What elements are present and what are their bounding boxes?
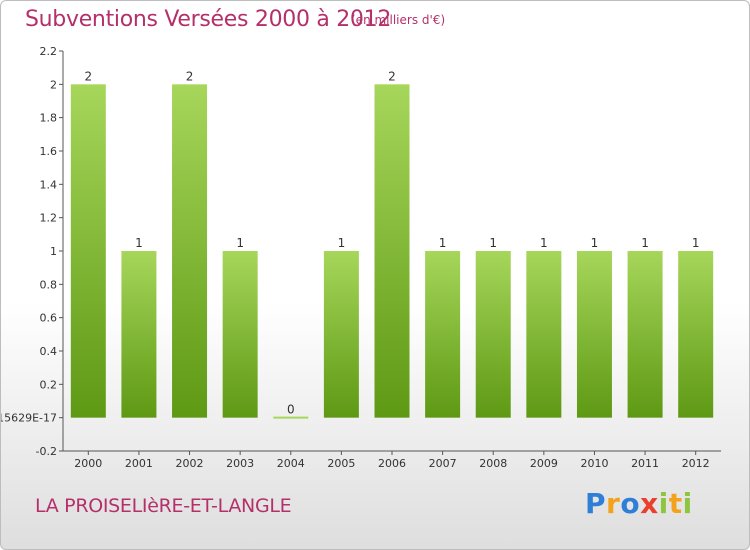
axes: 2.2 2 1.8 1.6 1.4 1.2 1 0.8 0.6 0.4 0.2 -1.15629E-1… (1, 45, 721, 458)
y-tick-label: 2.2 (40, 45, 58, 58)
bar-2001 (121, 251, 157, 418)
logo-letter: o (620, 487, 641, 520)
x-tick-label: 2003 (226, 457, 254, 470)
data-label: 1 (338, 236, 346, 250)
data-label: 1 (236, 236, 244, 250)
data-label: 1 (135, 236, 143, 250)
data-label: 2 (388, 69, 396, 83)
bar-2002 (172, 84, 208, 418)
data-label: 2 (186, 69, 194, 83)
bar-2009 (526, 251, 562, 418)
x-tick-label: 2005 (327, 457, 355, 470)
x-tick-label: 2009 (530, 457, 558, 470)
labels: 2 2000 1 2001 2 2002 1 2003 0 2004 1 2005 2 2006 1 2007… (74, 69, 709, 470)
y-tick-label: 1.6 (40, 145, 58, 158)
data-label: 2 (84, 69, 92, 83)
data-label: 1 (641, 236, 649, 250)
y-tick-label: -0.2 (36, 445, 57, 458)
data-label: 1 (439, 236, 447, 250)
y-tick-label: 0.4 (40, 345, 58, 358)
logo-letter: r (606, 487, 621, 520)
logo-letter: t (668, 487, 683, 520)
bar-2012 (678, 251, 714, 418)
x-tick-label: 2001 (125, 457, 153, 470)
y-tick-label: 1 (50, 245, 57, 258)
chart-unit: (en milliers d'€) (351, 13, 446, 27)
data-label: 1 (692, 236, 700, 250)
bar-2005 (323, 251, 359, 418)
logo-letter: i (682, 487, 693, 520)
x-tick-label: 2012 (682, 457, 710, 470)
x-tick-label: 2000 (74, 457, 102, 470)
bar-2010 (576, 251, 612, 418)
data-label: 1 (591, 236, 599, 250)
bar-2007 (425, 251, 461, 418)
y-tick-label: 0.8 (40, 278, 58, 291)
x-tick-label: 2002 (176, 457, 204, 470)
y-tick-label: 0.2 (40, 378, 58, 391)
x-tick-label: 2008 (479, 457, 507, 470)
bar-2000 (70, 84, 106, 418)
y-tick-label: 2 (50, 78, 57, 91)
x-tick-label: 2004 (277, 457, 305, 470)
data-label: 0 (287, 403, 295, 417)
x-tick-label: 2007 (429, 457, 457, 470)
logo-letter: x (640, 487, 659, 520)
logo-letter: i (658, 487, 669, 520)
x-tick-label: 2011 (631, 457, 659, 470)
bars (70, 84, 714, 419)
y-tick-label: 1.8 (40, 112, 58, 125)
logo-letter: P (585, 487, 607, 520)
y-tick-label: 1.2 (40, 212, 58, 225)
y-tick-label: 1.4 (40, 178, 58, 191)
y-tick-label: -1.15629E-17 (1, 412, 57, 425)
commune-name: LA PROISELIèRE-ET-LANGLE (35, 495, 292, 517)
chart-title: Subventions Versées 2000 à 2012 (25, 7, 392, 32)
data-label: 1 (489, 236, 497, 250)
bar-2008 (475, 251, 511, 418)
bar-2003 (222, 251, 258, 418)
data-label: 1 (540, 236, 548, 250)
bar-2011 (627, 251, 663, 418)
bar-2006 (374, 84, 410, 418)
x-tick-label: 2010 (580, 457, 608, 470)
y-tick-label: 0.6 (40, 312, 58, 325)
proxiti-logo: Proxiti (585, 487, 693, 520)
x-tick-label: 2006 (378, 457, 406, 470)
